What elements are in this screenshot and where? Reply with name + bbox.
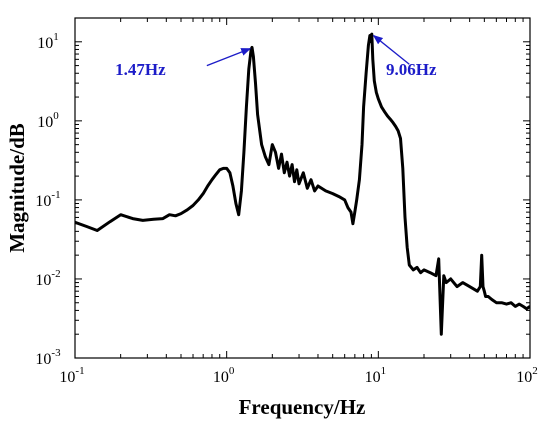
y-tick-label: 10-1 — [35, 189, 60, 210]
x-tick-label: 101 — [365, 365, 387, 386]
series-line-0 — [75, 32, 530, 336]
y-tick-label: 100 — [37, 110, 59, 131]
annotation-label-1: 9.06Hz — [386, 60, 437, 79]
y-tick-label: 101 — [37, 31, 59, 52]
plot-frame — [74, 17, 531, 359]
x-tick-label: 102 — [516, 365, 538, 386]
plot-layer — [75, 32, 530, 336]
tick-labels: 10-1 100 101 102 10-3 10-2 10-1 100 101 — [35, 31, 537, 386]
peak-annotations: 1.47Hz 9.06Hz — [115, 34, 437, 79]
annotation-arrow-1 — [372, 34, 410, 65]
y-tick-label: 10-2 — [35, 268, 60, 289]
x-tick-label: 100 — [213, 365, 235, 386]
x-axis-title: Frequency/Hz — [239, 395, 366, 419]
y-tick-label: 10-3 — [35, 347, 61, 368]
axis-ticks — [74, 18, 531, 359]
annotation-label-0: 1.47Hz — [115, 60, 166, 79]
x-tick-label: 10-1 — [59, 365, 84, 386]
y-axis-title: Magnitude/dB — [5, 123, 29, 253]
annotation-arrow-0 — [206, 48, 252, 67]
